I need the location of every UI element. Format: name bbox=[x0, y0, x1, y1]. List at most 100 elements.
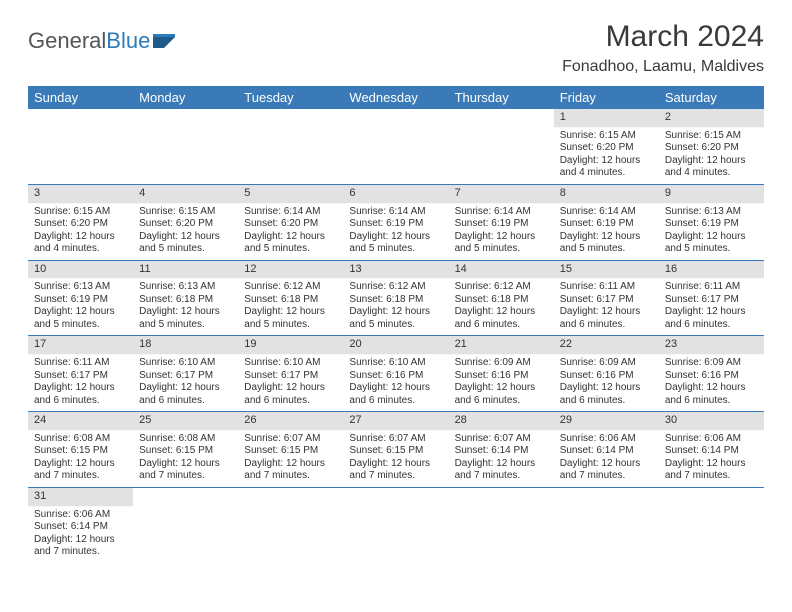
day-cell: 22Sunrise: 6:09 AMSunset: 6:16 PMDayligh… bbox=[554, 336, 659, 411]
sunset-text: Sunset: 6:16 PM bbox=[455, 370, 548, 383]
weekday-sunday: Sunday bbox=[28, 86, 133, 109]
day-cell: 8Sunrise: 6:14 AMSunset: 6:19 PMDaylight… bbox=[554, 185, 659, 260]
sunrise-text: Sunrise: 6:10 AM bbox=[244, 357, 337, 370]
sunrise-text: Sunrise: 6:15 AM bbox=[665, 130, 758, 143]
sunset-text: Sunset: 6:17 PM bbox=[244, 370, 337, 383]
day-number: 23 bbox=[659, 336, 764, 355]
day-number: 15 bbox=[554, 261, 659, 280]
day-number: 31 bbox=[28, 488, 133, 507]
empty-cell bbox=[449, 488, 554, 563]
daylight-text: Daylight: 12 hours and 4 minutes. bbox=[665, 155, 758, 180]
day-cell: 5Sunrise: 6:14 AMSunset: 6:20 PMDaylight… bbox=[238, 185, 343, 260]
daylight-text: Daylight: 12 hours and 7 minutes. bbox=[34, 458, 127, 483]
day-number: 17 bbox=[28, 336, 133, 355]
daylight-text: Daylight: 12 hours and 6 minutes. bbox=[665, 382, 758, 407]
title-block: March 2024 Fonadhoo, Laamu, Maldives bbox=[562, 20, 764, 76]
empty-cell bbox=[659, 488, 764, 563]
day-details: Sunrise: 6:12 AMSunset: 6:18 PMDaylight:… bbox=[449, 279, 554, 335]
daylight-text: Daylight: 12 hours and 5 minutes. bbox=[34, 306, 127, 331]
day-details: Sunrise: 6:06 AMSunset: 6:14 PMDaylight:… bbox=[659, 431, 764, 487]
daylight-text: Daylight: 12 hours and 5 minutes. bbox=[244, 306, 337, 331]
logo-text-blue: Blue bbox=[106, 28, 150, 54]
empty-cell bbox=[343, 109, 448, 184]
logo: GeneralBlue bbox=[28, 28, 175, 54]
day-number: 10 bbox=[28, 261, 133, 280]
sunrise-text: Sunrise: 6:11 AM bbox=[560, 281, 653, 294]
day-details: Sunrise: 6:07 AMSunset: 6:14 PMDaylight:… bbox=[449, 431, 554, 487]
day-number: 29 bbox=[554, 412, 659, 431]
daylight-text: Daylight: 12 hours and 5 minutes. bbox=[139, 306, 232, 331]
day-cell: 2Sunrise: 6:15 AMSunset: 6:20 PMDaylight… bbox=[659, 109, 764, 184]
weekday-wednesday: Wednesday bbox=[343, 86, 448, 109]
daylight-text: Daylight: 12 hours and 6 minutes. bbox=[455, 382, 548, 407]
sunrise-text: Sunrise: 6:13 AM bbox=[139, 281, 232, 294]
sunset-text: Sunset: 6:18 PM bbox=[349, 294, 442, 307]
day-number: 9 bbox=[659, 185, 764, 204]
sunrise-text: Sunrise: 6:06 AM bbox=[34, 509, 127, 522]
sunset-text: Sunset: 6:19 PM bbox=[349, 218, 442, 231]
day-details: Sunrise: 6:14 AMSunset: 6:20 PMDaylight:… bbox=[238, 204, 343, 260]
daylight-text: Daylight: 12 hours and 4 minutes. bbox=[34, 231, 127, 256]
empty-cell bbox=[133, 488, 238, 563]
sunset-text: Sunset: 6:16 PM bbox=[349, 370, 442, 383]
day-details: Sunrise: 6:15 AMSunset: 6:20 PMDaylight:… bbox=[554, 128, 659, 184]
daylight-text: Daylight: 12 hours and 6 minutes. bbox=[139, 382, 232, 407]
sunset-text: Sunset: 6:20 PM bbox=[34, 218, 127, 231]
weekday-saturday: Saturday bbox=[659, 86, 764, 109]
day-details: Sunrise: 6:10 AMSunset: 6:17 PMDaylight:… bbox=[238, 355, 343, 411]
day-cell: 19Sunrise: 6:10 AMSunset: 6:17 PMDayligh… bbox=[238, 336, 343, 411]
empty-cell bbox=[343, 488, 448, 563]
day-details: Sunrise: 6:09 AMSunset: 6:16 PMDaylight:… bbox=[659, 355, 764, 411]
daylight-text: Daylight: 12 hours and 5 minutes. bbox=[349, 231, 442, 256]
empty-cell bbox=[28, 109, 133, 184]
day-number: 8 bbox=[554, 185, 659, 204]
sunset-text: Sunset: 6:19 PM bbox=[34, 294, 127, 307]
week-row: 3Sunrise: 6:15 AMSunset: 6:20 PMDaylight… bbox=[28, 185, 764, 261]
sunset-text: Sunset: 6:15 PM bbox=[34, 445, 127, 458]
daylight-text: Daylight: 12 hours and 5 minutes. bbox=[349, 306, 442, 331]
day-cell: 15Sunrise: 6:11 AMSunset: 6:17 PMDayligh… bbox=[554, 261, 659, 336]
day-cell: 18Sunrise: 6:10 AMSunset: 6:17 PMDayligh… bbox=[133, 336, 238, 411]
sunset-text: Sunset: 6:20 PM bbox=[139, 218, 232, 231]
day-cell: 24Sunrise: 6:08 AMSunset: 6:15 PMDayligh… bbox=[28, 412, 133, 487]
day-cell: 3Sunrise: 6:15 AMSunset: 6:20 PMDaylight… bbox=[28, 185, 133, 260]
day-number: 13 bbox=[343, 261, 448, 280]
day-number: 2 bbox=[659, 109, 764, 128]
day-details: Sunrise: 6:11 AMSunset: 6:17 PMDaylight:… bbox=[554, 279, 659, 335]
sunrise-text: Sunrise: 6:11 AM bbox=[34, 357, 127, 370]
sunrise-text: Sunrise: 6:15 AM bbox=[139, 206, 232, 219]
day-details: Sunrise: 6:10 AMSunset: 6:16 PMDaylight:… bbox=[343, 355, 448, 411]
sunset-text: Sunset: 6:18 PM bbox=[244, 294, 337, 307]
day-details: Sunrise: 6:09 AMSunset: 6:16 PMDaylight:… bbox=[449, 355, 554, 411]
day-number: 5 bbox=[238, 185, 343, 204]
sunrise-text: Sunrise: 6:07 AM bbox=[244, 433, 337, 446]
sunrise-text: Sunrise: 6:09 AM bbox=[455, 357, 548, 370]
sunrise-text: Sunrise: 6:06 AM bbox=[665, 433, 758, 446]
daylight-text: Daylight: 12 hours and 7 minutes. bbox=[560, 458, 653, 483]
day-cell: 16Sunrise: 6:11 AMSunset: 6:17 PMDayligh… bbox=[659, 261, 764, 336]
daylight-text: Daylight: 12 hours and 4 minutes. bbox=[560, 155, 653, 180]
sunrise-text: Sunrise: 6:14 AM bbox=[349, 206, 442, 219]
day-details: Sunrise: 6:14 AMSunset: 6:19 PMDaylight:… bbox=[343, 204, 448, 260]
day-number: 7 bbox=[449, 185, 554, 204]
daylight-text: Daylight: 12 hours and 6 minutes. bbox=[244, 382, 337, 407]
weekday-friday: Friday bbox=[554, 86, 659, 109]
daylight-text: Daylight: 12 hours and 7 minutes. bbox=[455, 458, 548, 483]
sunset-text: Sunset: 6:19 PM bbox=[560, 218, 653, 231]
sunset-text: Sunset: 6:20 PM bbox=[244, 218, 337, 231]
daylight-text: Daylight: 12 hours and 5 minutes. bbox=[455, 231, 548, 256]
month-title: March 2024 bbox=[562, 20, 764, 54]
day-cell: 28Sunrise: 6:07 AMSunset: 6:14 PMDayligh… bbox=[449, 412, 554, 487]
logo-text-general: General bbox=[28, 28, 106, 54]
day-cell: 6Sunrise: 6:14 AMSunset: 6:19 PMDaylight… bbox=[343, 185, 448, 260]
day-cell: 7Sunrise: 6:14 AMSunset: 6:19 PMDaylight… bbox=[449, 185, 554, 260]
sunrise-text: Sunrise: 6:13 AM bbox=[665, 206, 758, 219]
empty-cell bbox=[238, 109, 343, 184]
day-cell: 12Sunrise: 6:12 AMSunset: 6:18 PMDayligh… bbox=[238, 261, 343, 336]
day-details: Sunrise: 6:11 AMSunset: 6:17 PMDaylight:… bbox=[659, 279, 764, 335]
day-cell: 21Sunrise: 6:09 AMSunset: 6:16 PMDayligh… bbox=[449, 336, 554, 411]
day-number: 30 bbox=[659, 412, 764, 431]
day-number: 19 bbox=[238, 336, 343, 355]
empty-cell bbox=[238, 488, 343, 563]
day-number: 28 bbox=[449, 412, 554, 431]
